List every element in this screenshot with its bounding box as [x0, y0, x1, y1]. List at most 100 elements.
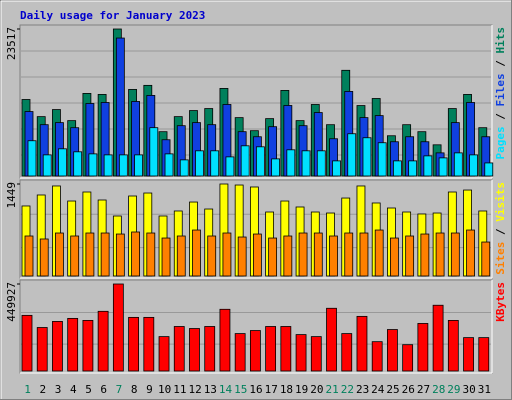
bar — [67, 317, 79, 372]
bar — [143, 316, 155, 372]
bar — [408, 160, 418, 177]
x-tick-label: 16 — [249, 383, 262, 396]
x-tick-label: 5 — [85, 383, 92, 396]
bar — [356, 315, 368, 372]
bar — [255, 146, 265, 177]
x-tick-label: 1 — [24, 383, 31, 396]
bar — [179, 159, 189, 177]
bar — [329, 235, 338, 277]
bar — [326, 307, 337, 372]
bar — [112, 283, 124, 372]
x-tick-label: 17 — [265, 383, 278, 396]
bar — [52, 321, 63, 372]
bar — [222, 232, 232, 277]
bar — [295, 334, 307, 372]
bar — [128, 316, 139, 372]
bar — [405, 235, 415, 277]
bar — [97, 310, 109, 372]
legend: Pages / Files / Hits — [494, 27, 507, 160]
bar — [189, 328, 200, 372]
bar — [240, 145, 250, 177]
x-tick-label: 29 — [447, 383, 460, 396]
x-tick-label: 23 — [356, 383, 369, 396]
x-tick-label: 19 — [295, 383, 308, 396]
bar — [249, 330, 261, 372]
x-tick-label: 6 — [100, 383, 107, 396]
y-tick-label: 449927 — [5, 282, 18, 322]
x-tick-label: 27 — [417, 383, 430, 396]
bar — [27, 140, 37, 177]
bar — [207, 235, 217, 277]
bar — [82, 320, 94, 372]
bar — [332, 160, 341, 177]
bar — [85, 232, 95, 277]
x-tick-label: 8 — [131, 383, 138, 396]
bar — [176, 235, 186, 277]
bar — [371, 341, 383, 372]
x-tick-label: 10 — [158, 383, 171, 396]
bar — [21, 314, 33, 372]
x-tick-label: 22 — [341, 383, 354, 396]
chart-title: Daily usage for January 2023 — [20, 9, 205, 22]
bar — [210, 150, 220, 177]
bar — [173, 326, 185, 372]
y-tick-label: 1449 — [5, 182, 18, 209]
x-tick-label: 28 — [432, 383, 445, 396]
bar — [55, 232, 64, 277]
bar — [234, 333, 246, 372]
x-tick-label: 25 — [386, 383, 399, 396]
x-tick-label: 4 — [70, 383, 77, 396]
bar — [313, 232, 323, 277]
bar — [466, 229, 475, 277]
bar — [149, 127, 159, 177]
bar — [359, 232, 369, 277]
bar — [24, 235, 34, 277]
x-tick-label: 24 — [371, 383, 385, 396]
bar — [164, 153, 174, 177]
bar — [42, 154, 52, 177]
bar — [192, 229, 201, 277]
bar — [481, 241, 491, 277]
x-tick-label: 13 — [204, 383, 217, 396]
bar — [237, 236, 247, 277]
legend-separator: / — [494, 107, 507, 127]
bar — [341, 333, 353, 372]
bar — [344, 232, 354, 277]
bar — [252, 233, 262, 277]
x-tick-label: 30 — [463, 383, 476, 396]
bar — [146, 232, 156, 277]
bar — [463, 337, 474, 372]
bar — [435, 232, 445, 277]
legend-entry: Hits — [494, 27, 507, 54]
x-tick-label: 18 — [280, 383, 293, 396]
bar — [286, 149, 296, 177]
bar — [316, 150, 326, 177]
bar — [36, 327, 48, 372]
bar — [115, 233, 125, 277]
bar — [58, 148, 67, 177]
bar — [438, 157, 448, 177]
bar — [432, 304, 444, 372]
bar — [88, 153, 98, 177]
bar — [374, 229, 384, 277]
x-tick-label: 15 — [234, 383, 247, 396]
x-tick-label: 26 — [402, 383, 415, 396]
bar — [219, 308, 231, 372]
bar — [362, 137, 372, 177]
bar — [484, 162, 494, 177]
bar — [423, 155, 433, 177]
legend-separator: / — [494, 54, 507, 74]
bar — [283, 235, 293, 277]
bar — [450, 232, 460, 277]
bar — [280, 326, 292, 372]
legend-entry: Sites — [494, 242, 507, 275]
bar — [271, 158, 281, 177]
bar — [73, 151, 83, 177]
bar — [453, 152, 463, 177]
legend-entry: Visits — [494, 182, 507, 222]
x-tick-label: 7 — [116, 383, 123, 396]
legend-entry: Files — [494, 73, 507, 106]
bar — [225, 156, 235, 177]
bar — [103, 154, 113, 177]
